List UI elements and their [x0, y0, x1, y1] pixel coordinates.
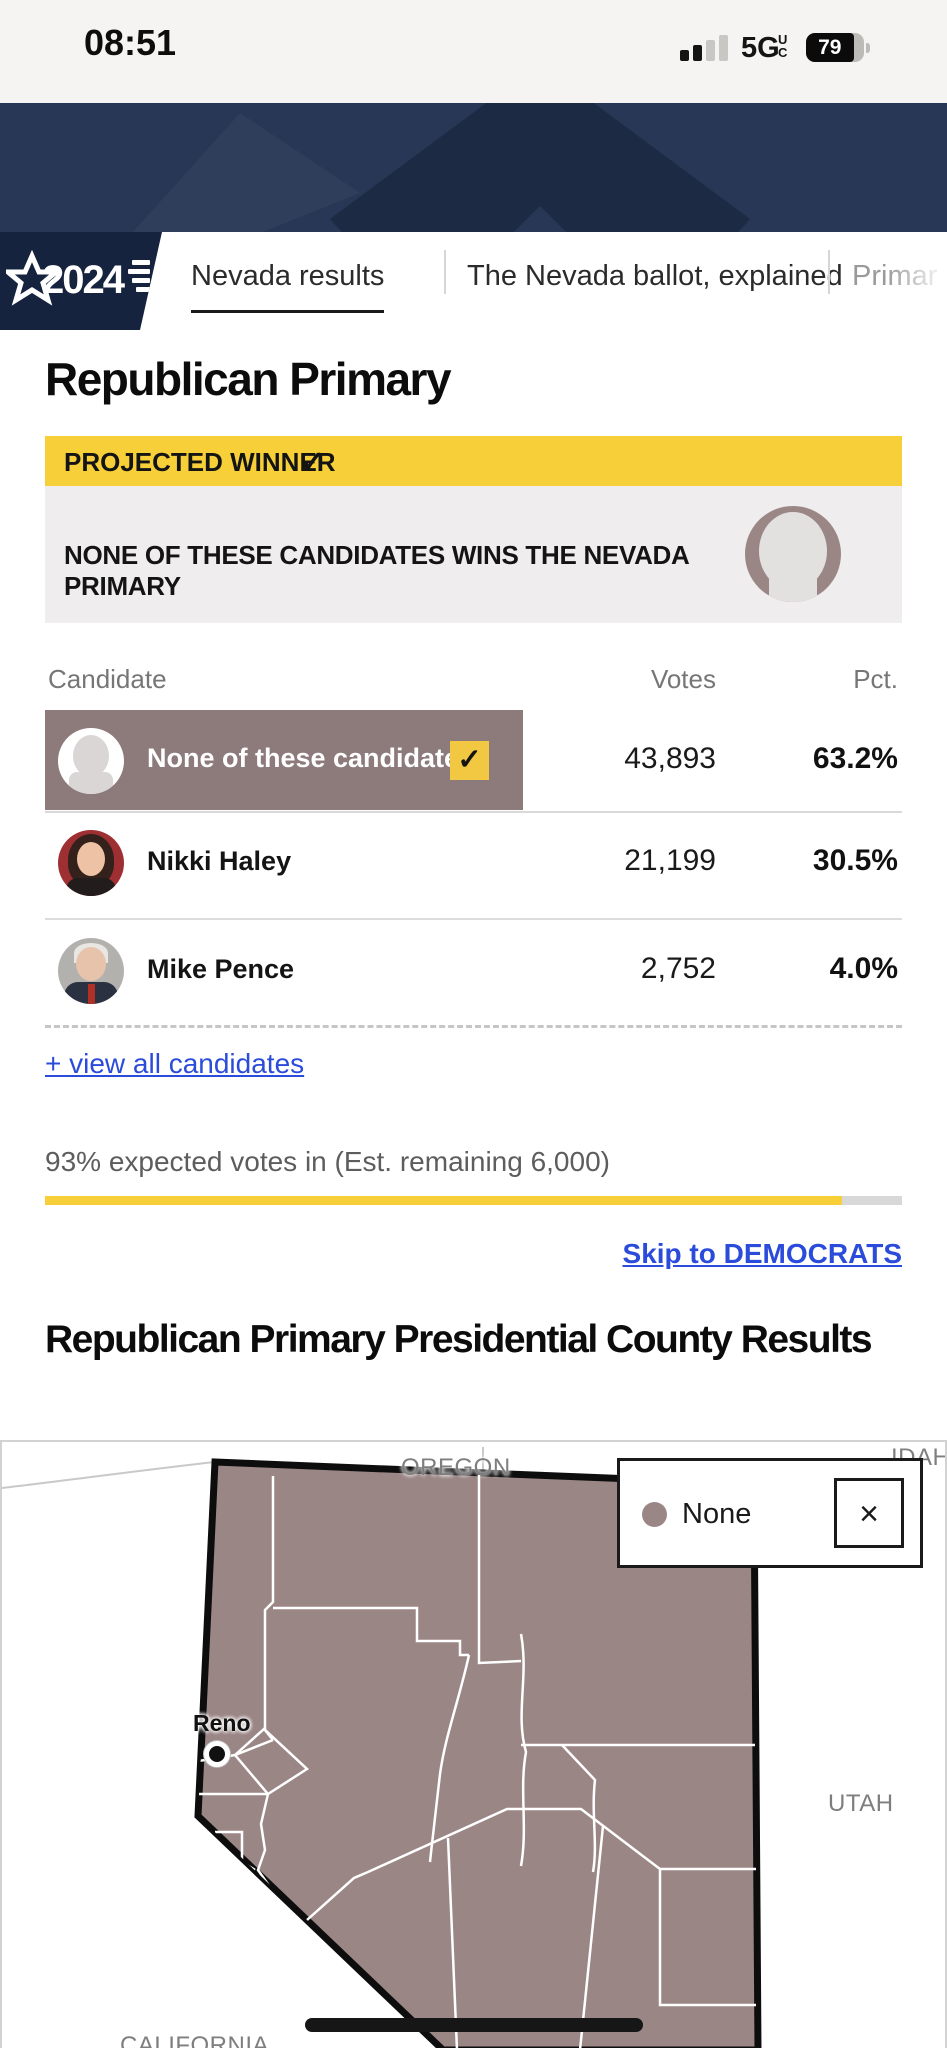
legend-label: None: [682, 1498, 752, 1530]
candidate-avatar: [58, 938, 124, 1004]
table-row: Nikki Haley 21,199 30.5%: [0, 812, 947, 920]
row-divider: [45, 918, 902, 920]
winner-avatar: [745, 506, 841, 602]
county-results-title: Republican Primary Presidential County R…: [45, 1318, 873, 1361]
battery-icon: 79: [806, 33, 864, 62]
candidate-pct: 4.0%: [829, 952, 898, 985]
network-badge: U C: [778, 32, 788, 60]
skip-to-democrats-link[interactable]: Skip to DEMOCRATS: [622, 1238, 902, 1269]
tab-separator: [828, 250, 830, 294]
reno-city-dot: [204, 1741, 230, 1767]
tab-scroll-fade: [887, 232, 947, 330]
col-pct: Pct.: [853, 664, 898, 694]
reporting-progress-bar: [45, 1196, 902, 1205]
page-title: Republican Primary: [45, 353, 452, 405]
home-indicator[interactable]: [305, 2018, 643, 2032]
legend-close-button[interactable]: ×: [834, 1478, 904, 1548]
col-candidate: Candidate: [48, 664, 167, 694]
legend-color-dot: [642, 1502, 667, 1527]
star-icon: [6, 250, 58, 306]
battery-cap: [866, 43, 870, 53]
state-label-oregon: OREGON: [401, 1454, 511, 1481]
candidate-pct: 63.2%: [812, 742, 898, 775]
map-legend: None ×: [617, 1458, 923, 1568]
signal-bars-icon: [680, 50, 689, 61]
candidate-name: Mike Pence: [147, 954, 295, 984]
candidate-votes: 21,199: [624, 844, 716, 877]
winner-check-icon: ✓: [450, 741, 489, 780]
badge-year: 2024: [42, 258, 125, 302]
candidate-votes: 43,893: [624, 742, 716, 775]
close-icon: ×: [859, 1495, 879, 1533]
table-row: Mike Pence 2,752 4.0%: [0, 920, 947, 1028]
row-divider: [45, 811, 902, 813]
speed-lines-icon: [128, 260, 150, 296]
network-type: 5G: [741, 32, 780, 64]
candidate-pct: 30.5%: [812, 844, 898, 877]
table-row: None of these candidates ✓ 43,893 63.2%: [0, 710, 947, 813]
clock: 08:51: [84, 22, 177, 63]
projected-winner-banner: PROJECTED WINNER ✓: [45, 436, 902, 486]
view-all-candidates-link[interactable]: + view all candidates: [45, 1048, 305, 1079]
tab-separator: [444, 250, 446, 294]
state-label-california: CALIFORNIA: [120, 2032, 270, 2048]
winner-highlight-bar: [45, 710, 523, 810]
winner-callout-text: NONE OF THESE CANDIDATES WINS THE NEVADA…: [64, 540, 689, 601]
dashed-divider: [45, 1025, 902, 1028]
county-borders[interactable]: [198, 1475, 756, 2048]
battery-percent: 79: [818, 36, 842, 59]
reporting-progress-fill: [45, 1196, 842, 1205]
state-label-utah: UTAH: [828, 1790, 894, 1817]
winner-callout: NONE OF THESE CANDIDATES WINS THE NEVADA…: [45, 486, 902, 623]
candidate-avatar: [58, 830, 124, 896]
nevada-map-canvas[interactable]: [2, 1442, 947, 2048]
check-icon: ✓: [300, 446, 326, 479]
election-nav: 2024 Nevada results The Nevada ballot, e…: [0, 232, 947, 330]
county-map[interactable]: OREGON IDAHO UTAH CALIFORNIA Reno None ×: [0, 1440, 947, 2048]
status-bar: 08:51 5G U C 79: [0, 0, 947, 103]
site-header: NEWS WATCH NOW: [0, 103, 947, 232]
tab-nevada-ballot-explained[interactable]: The Nevada ballot, explained: [467, 260, 843, 292]
tab-nevada-results[interactable]: Nevada results: [191, 260, 385, 313]
results-table-header: Candidate Votes Pct.: [0, 664, 947, 704]
decision-2024-badge: 2024: [0, 232, 162, 330]
expected-votes-text: 93% expected votes in (Est. remaining 6,…: [45, 1146, 610, 1177]
california-oregon-border: [2, 1461, 216, 1489]
projected-winner-label: PROJECTED WINNER: [64, 447, 336, 477]
candidate-votes: 2,752: [640, 952, 716, 985]
candidate-name: Nikki Haley: [147, 846, 292, 876]
city-label-reno: Reno: [193, 1710, 251, 1736]
candidate-avatar: [58, 728, 124, 794]
candidate-name: None of these candidates: [147, 743, 475, 773]
col-votes: Votes: [650, 664, 716, 694]
